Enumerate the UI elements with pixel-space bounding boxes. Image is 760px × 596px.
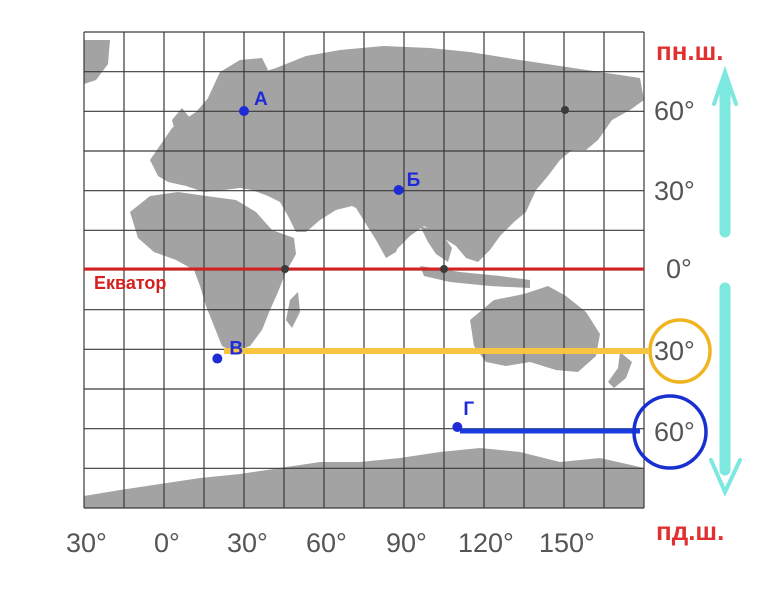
south-hemisphere-label: пд.ш.	[656, 516, 724, 546]
equator-dot	[281, 265, 289, 273]
lat-label-0: 0°	[666, 254, 692, 284]
point-label: А	[254, 89, 268, 110]
latitude-labels: 60° 30° 0° 30° 60°	[654, 96, 695, 447]
point-marker	[239, 106, 249, 116]
australia-landmass	[470, 286, 600, 372]
india-peninsula	[356, 208, 404, 258]
north-hemisphere-label: пн.ш.	[656, 36, 724, 66]
eurasia-landmass	[150, 46, 644, 262]
circle-60-annotation	[632, 394, 708, 470]
lon-label: 30°	[227, 528, 268, 558]
lon-label: 60°	[306, 528, 347, 558]
point-label: Б	[407, 170, 421, 191]
reference-dot	[561, 106, 569, 114]
british-isles	[172, 108, 190, 136]
point-label: В	[229, 339, 243, 360]
lat-label-60s: 60°	[654, 417, 695, 447]
lat-label-30n: 30°	[654, 176, 695, 206]
circle-30-annotation	[648, 318, 712, 384]
lon-label: 30°	[66, 528, 107, 558]
greenland-edge	[84, 40, 110, 84]
equator-dot	[440, 265, 448, 273]
south-arrow	[709, 282, 742, 497]
coordinate-grid	[83, 31, 645, 509]
points-layer: А Б В Г	[212, 89, 474, 432]
land-masses	[84, 40, 644, 508]
new-zealand-islands	[608, 352, 632, 388]
africa-landmass	[130, 192, 296, 352]
lon-label: 0°	[154, 528, 180, 558]
point-marker	[212, 353, 223, 364]
longitude-labels: 30° 0° 30° 60° 90° 120° 150°	[66, 528, 595, 558]
lon-label: 90°	[386, 528, 427, 558]
equator-label: Екватор	[94, 273, 166, 293]
point-label: Г	[463, 399, 474, 420]
lon-label: 120°	[458, 528, 514, 558]
point-marker	[452, 422, 463, 432]
indonesia-islands	[420, 266, 530, 288]
lat-label-30s: 30°	[654, 336, 695, 366]
scandinavia-landmass	[208, 58, 268, 108]
north-arrow	[712, 65, 738, 238]
point-marker	[393, 185, 404, 195]
lon-label: 150°	[539, 528, 595, 558]
lat-label-60n: 60°	[654, 96, 695, 126]
